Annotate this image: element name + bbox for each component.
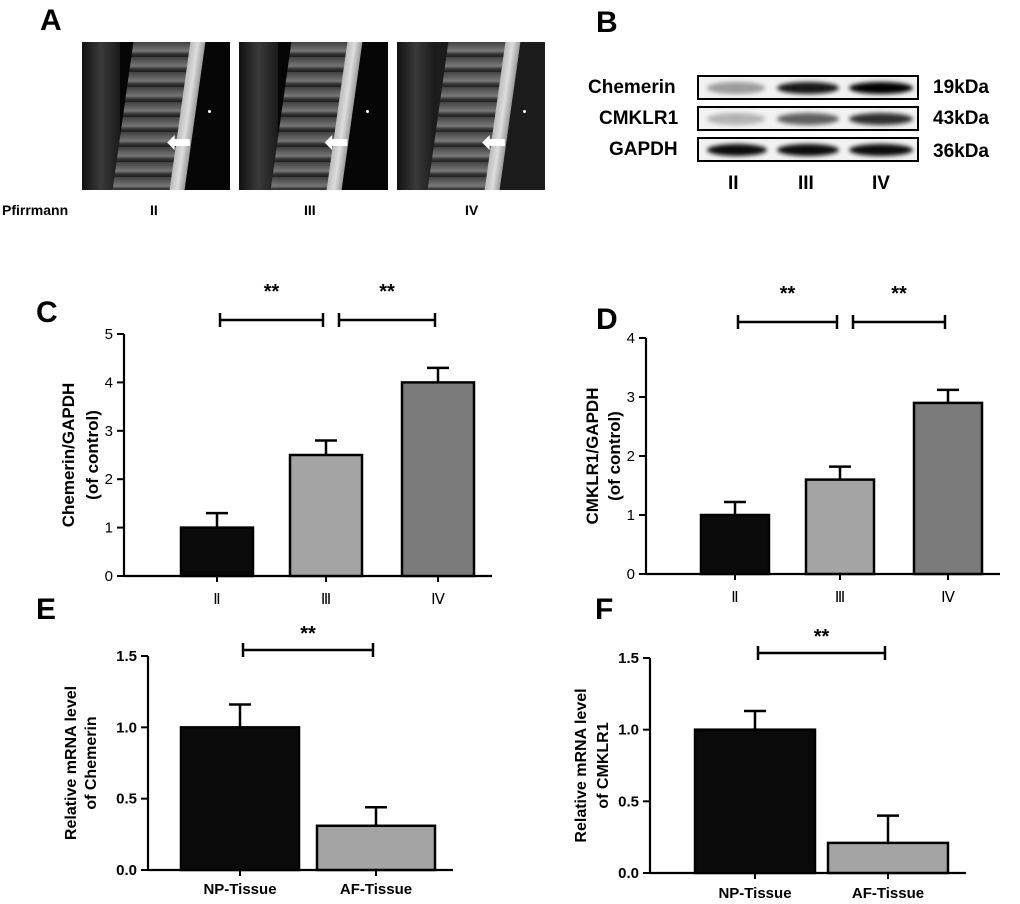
protein-label: GAPDH [609,139,678,160]
bar [699,513,771,576]
pfirrmann-label: Pfirrmann [2,202,69,218]
y-tick-label: 0.5 [116,791,137,808]
y-tick-label: 5 [105,326,113,343]
size-label: 43kDa [933,108,989,129]
bar [288,453,364,578]
y-tick-label: 0.0 [116,862,137,879]
y-tick-label: 1 [105,520,113,537]
grade-label: II [150,202,158,218]
y-tick-label: 1.5 [116,648,137,665]
x-tick-label: Ⅱ [213,591,220,608]
significance-label: ** [780,283,796,305]
panel-label-f: F [595,593,614,626]
significance-label: ** [300,623,316,645]
y-tick-label: 1.0 [618,722,639,739]
chart-chemerin-gapdh: 0 1 2 3 4 5 Ⅱ Ⅲ Ⅳ ** ** Chemerin/GAPDH (of control) [60,281,492,608]
x-tick-label: Ⅳ [941,589,955,606]
panel-label-c: C [36,296,58,329]
bar [315,824,437,872]
x-tick-label: NP-Tissue [718,885,791,902]
panel-label-e: E [36,593,57,626]
mri-image-grade-3: ⬅ [239,42,388,190]
mri-image-grade-4: ⬅ [397,42,545,190]
left-arrow-icon: ⬅ [166,125,192,160]
grade-label: III [304,202,316,218]
size-label: 36kDa [933,141,989,162]
panel-label-b: B [596,6,618,39]
bar [826,841,950,875]
panel-label-d: D [596,303,618,336]
grade-label: IV [465,202,479,218]
panel-label-a: A [40,4,62,37]
protein-label: CMKLR1 [599,108,679,129]
size-label: 19kDa [933,77,989,98]
y-axis-label: (of control) [605,411,624,501]
y-tick-label: 1 [627,507,635,524]
x-tick-label: AF-Tissue [340,881,412,898]
y-tick-label: 3 [627,389,635,406]
blot-strip-gapdh [697,137,919,162]
chart-cmklr1-gapdh: 0 1 2 3 4 Ⅱ Ⅲ Ⅳ ** ** CMKLR1/GAPDH (of control) [583,283,1000,606]
significance-label: ** [891,283,907,305]
bar [400,381,476,578]
bar [912,401,984,576]
significance-label: ** [264,281,280,303]
y-axis-label: Chemerin/GAPDH [60,383,78,528]
bar [804,478,876,576]
y-axis-label: Relative mRNA level [573,688,590,842]
y-axis-label: of CMKLR1 [595,722,612,808]
x-tick-label: Ⅱ [731,589,738,606]
x-tick-label: Ⅲ [835,589,845,606]
y-tick-label: 2 [627,448,635,465]
x-tick-label: AF-Tissue [852,885,924,902]
y-axis-label: (of control) [83,410,102,500]
bar [179,726,301,872]
y-tick-label: 4 [105,374,113,391]
y-tick-label: 2 [105,471,113,488]
chart-mrna-cmklr1: 0.0 0.5 1.0 1.5 NP-Tissue AF-Tissue ** Relative… [573,626,966,902]
y-tick-label: 1.0 [116,719,137,736]
y-tick-label: 0 [105,568,113,585]
y-tick-label: 0.0 [618,865,639,882]
y-tick-label: 0 [627,566,635,583]
bar [179,526,255,578]
left-arrow-icon: ⬅ [481,125,507,160]
chart-mrna-chemerin: 0.0 0.5 1.0 1.5 NP-Tissue AF-Tissue ** Relative… [63,623,453,898]
lane-label: IV [872,173,890,194]
y-tick-label: 0.5 [618,793,639,810]
y-axis-label: of Chemerin [83,716,100,809]
y-tick-label: 3 [105,423,113,440]
x-tick-label: Ⅳ [431,591,445,608]
y-tick-label: 4 [627,330,635,347]
protein-label: Chemerin [588,77,676,98]
y-axis-label: CMKLR1/GAPDH [583,388,602,525]
significance-label: ** [379,281,395,303]
y-tick-label: 1.5 [618,650,639,667]
x-tick-label: Ⅲ [321,591,331,608]
mri-image-grade-2: ⬅ [82,42,230,190]
x-tick-label: NP-Tissue [203,881,276,898]
bar [693,728,817,875]
lane-label: II [728,173,739,194]
y-axis-label: Relative mRNA level [63,686,80,840]
blot-strip-cmklr1 [697,106,919,131]
significance-label: ** [814,626,830,648]
lane-label: III [798,173,814,194]
blot-strip-chemerin [697,75,919,100]
left-arrow-icon: ⬅ [323,125,350,160]
